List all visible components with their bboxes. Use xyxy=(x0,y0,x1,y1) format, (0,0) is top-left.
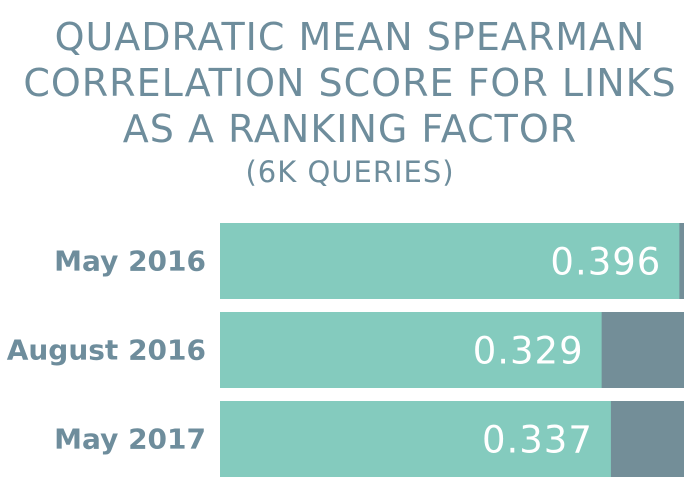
bar xyxy=(220,401,611,477)
chart-title-line-1: QUADRATIC MEAN SPEARMAN xyxy=(54,15,646,59)
bar xyxy=(220,312,602,388)
chart-title-block: QUADRATIC MEAN SPEARMAN CORRELATION SCOR… xyxy=(0,14,700,192)
category-label: August 2016 xyxy=(7,334,206,367)
bar xyxy=(220,223,680,299)
chart-title-line-2: CORRELATION SCORE FOR LINKS xyxy=(23,61,677,105)
value-label: 0.337 xyxy=(482,419,593,462)
value-label: 0.396 xyxy=(550,241,661,284)
category-label: May 2017 xyxy=(54,423,206,456)
chart-subtitle: (6K QUERIES) xyxy=(245,155,455,189)
chart-title-line-3: AS A RANKING FACTOR xyxy=(122,107,578,151)
category-label: May 2016 xyxy=(54,245,206,278)
value-label: 0.329 xyxy=(473,330,584,373)
